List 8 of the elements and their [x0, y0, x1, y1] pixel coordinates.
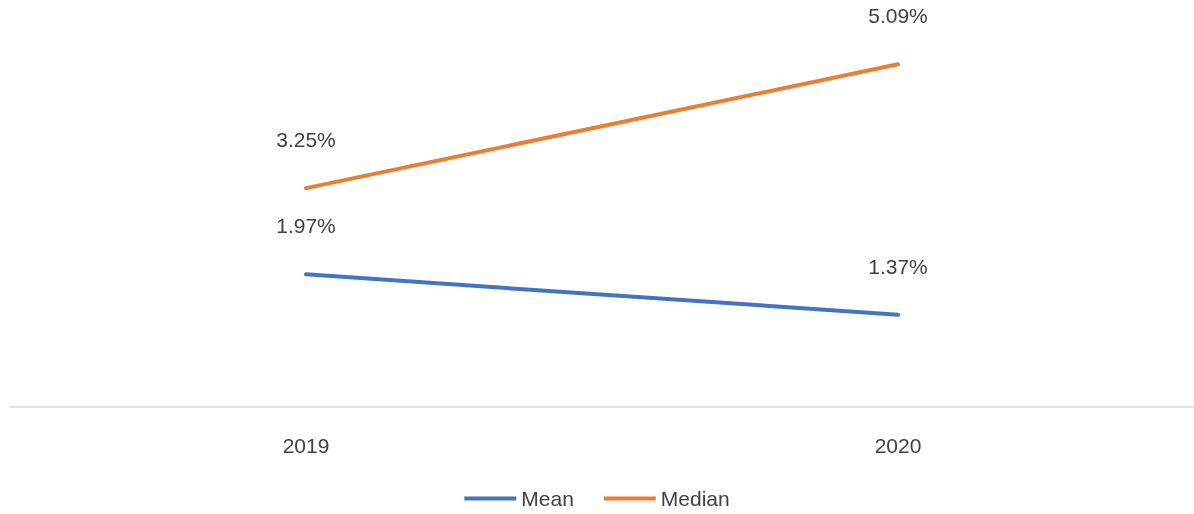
data-label: 1.37% [868, 254, 928, 278]
data-label: 5.09% [868, 4, 928, 28]
legend-label: Median [660, 487, 730, 510]
data-label: 3.25% [276, 128, 336, 152]
data-label: 1.97% [276, 214, 336, 238]
x-tick-label: 2020 [874, 434, 922, 457]
x-tick-label: 2019 [282, 434, 330, 457]
legend-label: Mean [521, 487, 574, 510]
